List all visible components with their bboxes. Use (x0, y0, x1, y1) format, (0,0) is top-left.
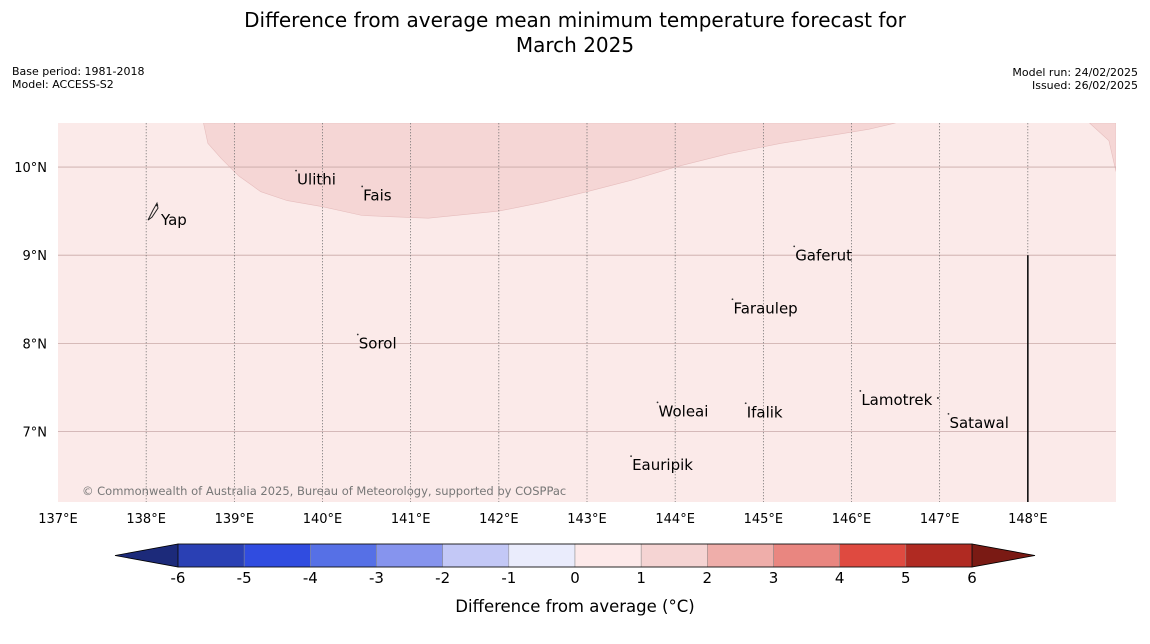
colorbar-segment (839, 543, 907, 568)
colorbar-tick-label: 3 (769, 569, 779, 587)
colorbar-extend-high (971, 543, 1036, 568)
colorbar: -6 -5 -4 -3 -2 -1 0 1 2 3 4 5 6 (114, 543, 1036, 587)
colorbar-tick-label: 2 (703, 569, 713, 587)
colorbar-tick-label: 5 (901, 569, 911, 587)
island-label: Satawal (949, 414, 1008, 432)
island-dot (793, 245, 796, 248)
colorbar-tick-label: -2 (435, 569, 450, 587)
map-layer: Yap Ulithi Fais Gaferut Faraulep Sorol Woleai I… (14, 123, 1116, 527)
island-faraulep: Faraulep (731, 298, 798, 317)
lon-tick-label: 139°E (215, 512, 255, 527)
lon-tick-label: 141°E (391, 512, 431, 527)
island-sorol: Sorol (356, 333, 397, 353)
island-dot (947, 412, 950, 415)
warm-anomaly-region-east (1089, 123, 1116, 172)
lat-tick-label: 9°N (23, 249, 48, 264)
lon-tick-label: 138°E (126, 512, 166, 527)
base-period: Base period: 1981-2018 (12, 65, 145, 78)
island-yap: Yap (147, 201, 187, 229)
island-label: Faraulep (733, 299, 797, 317)
issued-date: Issued: 26/02/2025 (1031, 79, 1138, 92)
colorbar-tick-label: -4 (303, 569, 318, 587)
island-label: Ulithi (297, 171, 336, 189)
colorbar-tick-label: -1 (501, 569, 516, 587)
island-dot (295, 169, 297, 172)
colorbar-tick-label: 4 (835, 569, 845, 587)
lat-tick-label: 10°N (14, 161, 47, 176)
meta-left: Base period: 1981-2018 Model: ACCESS-S2 (12, 65, 144, 91)
colorbar-tick-label: 0 (570, 569, 580, 587)
colorbar-frame (177, 543, 973, 568)
island-dot (356, 333, 359, 336)
colorbar-tick-label: -6 (171, 569, 186, 587)
colorbar-segment (905, 543, 973, 568)
island-lamotrek: Lamotrek (859, 390, 933, 409)
island-fais: Fais (361, 185, 392, 204)
lon-tick-label: 145°E (744, 512, 784, 527)
map-title: Difference from average mean minimum tem… (0, 8, 1150, 58)
islet-dot (936, 396, 939, 399)
colorbar-tick-label: 1 (636, 569, 646, 587)
lon-tick-label: 143°E (567, 512, 607, 527)
island-label: Woleai (659, 402, 709, 420)
colorbar-segment (707, 543, 774, 568)
colorbar-segment (508, 543, 576, 568)
island-dot (744, 402, 747, 405)
colorbar-segment (773, 543, 840, 568)
island-dot (630, 455, 632, 458)
lon-tick-label: 137°E (38, 512, 78, 527)
colorbar-segment (243, 543, 311, 568)
island-ifalik: Ifalik (744, 402, 783, 421)
island-gaferut: Gaferut (793, 245, 852, 264)
island-dot (656, 401, 659, 404)
map-title-line2: March 2025 (515, 33, 635, 57)
lon-tick-label: 147°E (920, 512, 960, 527)
island-ulithi: Ulithi (295, 169, 336, 189)
island-dot (859, 390, 862, 392)
colorbar-segment (310, 543, 377, 568)
island-label: Gaferut (795, 246, 852, 264)
lon-tick-label: 148°E (1008, 512, 1048, 527)
lon-tick-label: 146°E (832, 512, 872, 527)
island-dot (731, 298, 734, 301)
island-dot (361, 185, 364, 188)
colorbar-segment (442, 543, 510, 568)
colorbar-tick-label: -3 (369, 569, 384, 587)
colorbar-label: Difference from average (°C) (455, 597, 694, 616)
island-label: Eauripik (632, 456, 693, 474)
colorbar-segment (640, 543, 708, 568)
meta-right: Model run: 24/02/2025 Issued: 26/02/2025 (1012, 66, 1138, 92)
island-satawal: Satawal (947, 412, 1009, 432)
island-eauripik: Eauripik (630, 455, 693, 474)
colorbar-tick-label: -5 (237, 569, 252, 587)
colorbar-tick-label: 6 (967, 569, 977, 587)
warm-anomaly-region (203, 123, 896, 219)
island-label: Yap (160, 211, 187, 229)
copyright-notice: © Commonwealth of Australia 2025, Bureau… (82, 484, 566, 498)
colorbar-segment (574, 543, 642, 568)
colorbar-segment (376, 543, 443, 568)
lat-tick-label: 7°N (23, 425, 48, 440)
colorbar-extend-low (114, 543, 179, 568)
lon-tick-label: 140°E (303, 512, 343, 527)
lon-tick-label: 142°E (479, 512, 519, 527)
island-woleai: Woleai (656, 401, 709, 420)
model-run: Model run: 24/02/2025 (1012, 66, 1138, 79)
island-label: Ifalik (747, 403, 783, 421)
island-label: Lamotrek (861, 391, 932, 409)
lat-tick-label: 8°N (23, 337, 48, 352)
colorbar-segment (177, 543, 245, 568)
island-label: Fais (363, 186, 392, 204)
map-title-line1: Difference from average mean minimum tem… (244, 8, 906, 32)
model-name: Model: ACCESS-S2 (12, 78, 114, 91)
island-label: Sorol (359, 335, 397, 353)
lon-tick-label: 144°E (655, 512, 695, 527)
island-dot (155, 203, 159, 207)
